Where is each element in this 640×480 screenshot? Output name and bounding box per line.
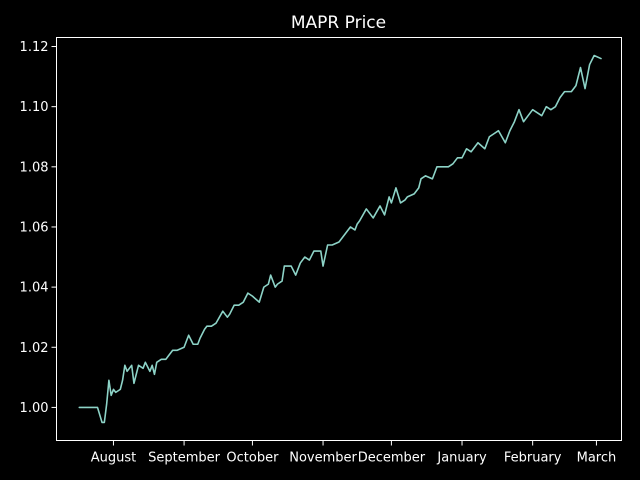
- x-tick-label: August: [91, 451, 137, 466]
- x-tick-label: October: [226, 451, 279, 466]
- chart-title: MAPR Price: [291, 13, 386, 33]
- y-tick-label: 1.08: [20, 160, 49, 175]
- plot-area: [78, 54, 602, 424]
- x-tick-label: January: [436, 451, 487, 466]
- y-tick-label: 1.12: [20, 40, 49, 55]
- y-tick-label: 1.10: [20, 100, 49, 115]
- y-tick-label: 1.04: [20, 281, 49, 296]
- y-tick-label: 1.00: [20, 401, 49, 416]
- y-axis: 1.00 1.02 1.04 1.06 1.08 1.10 1.12: [20, 40, 57, 416]
- x-tick-label: February: [504, 451, 562, 466]
- x-tick-label: September: [148, 451, 221, 466]
- x-tick-label: December: [358, 451, 426, 466]
- y-tick-label: 1.06: [20, 220, 49, 235]
- axes-frame: [56, 37, 622, 441]
- x-axis: August September October November December Ja…: [91, 440, 617, 466]
- x-tick-label: March: [577, 451, 617, 466]
- y-tick-label: 1.02: [20, 341, 49, 356]
- x-tick-label: November: [289, 451, 357, 466]
- price-series-line: [78, 54, 602, 424]
